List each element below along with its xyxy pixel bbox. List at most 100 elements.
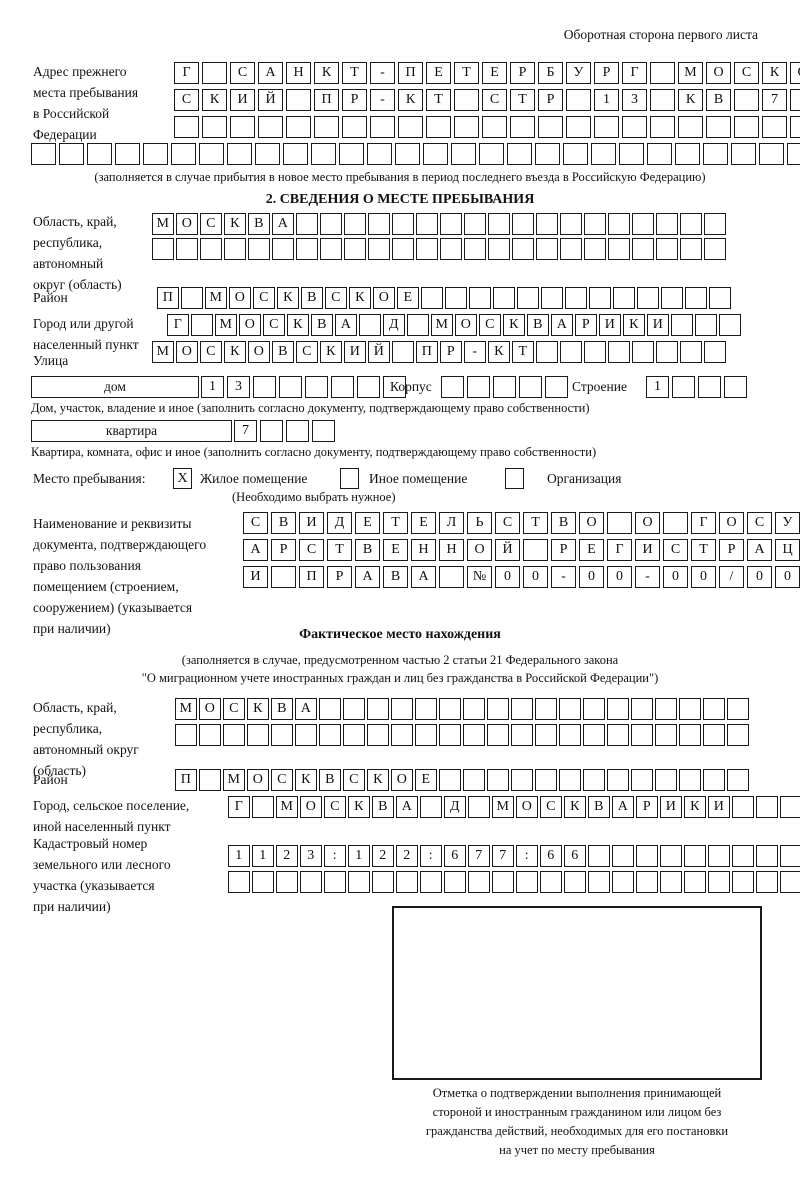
cell[interactable] xyxy=(395,143,420,165)
cell[interactable]: Р xyxy=(575,314,597,336)
cell[interactable]: А xyxy=(411,566,436,588)
cell[interactable] xyxy=(367,143,392,165)
cell[interactable] xyxy=(517,287,539,309)
cell[interactable] xyxy=(732,796,754,818)
cell[interactable]: К xyxy=(349,287,371,309)
cell[interactable]: 3 xyxy=(300,845,322,867)
cell[interactable] xyxy=(493,376,516,398)
cell[interactable] xyxy=(679,724,701,746)
cell[interactable]: К xyxy=(684,796,706,818)
cell[interactable] xyxy=(684,871,706,893)
cell[interactable] xyxy=(492,871,514,893)
cell[interactable] xyxy=(680,213,702,235)
cell[interactable] xyxy=(679,769,701,791)
cell[interactable] xyxy=(286,116,311,138)
cell[interactable] xyxy=(247,724,269,746)
cell[interactable] xyxy=(608,213,630,235)
cell[interactable]: Т xyxy=(383,512,408,534)
cell[interactable] xyxy=(762,116,787,138)
cell[interactable]: 2 xyxy=(396,845,418,867)
cell[interactable] xyxy=(511,698,533,720)
cell[interactable]: Р xyxy=(440,341,462,363)
cell[interactable] xyxy=(583,769,605,791)
cell[interactable] xyxy=(790,116,800,138)
cell[interactable]: Д xyxy=(327,512,352,534)
cell[interactable]: К xyxy=(314,62,339,84)
cell[interactable] xyxy=(704,238,726,260)
korpus-cells[interactable] xyxy=(441,376,568,398)
cell[interactable] xyxy=(439,769,461,791)
cell[interactable]: Р xyxy=(271,539,296,561)
cell[interactable]: № xyxy=(467,566,492,588)
cell[interactable] xyxy=(464,213,486,235)
cell[interactable] xyxy=(468,796,490,818)
cell[interactable]: М xyxy=(492,796,514,818)
cell[interactable] xyxy=(727,698,749,720)
cell[interactable] xyxy=(392,213,414,235)
cell[interactable]: С xyxy=(479,314,501,336)
cell[interactable] xyxy=(671,314,693,336)
cell[interactable]: В xyxy=(372,796,394,818)
cell[interactable] xyxy=(680,341,702,363)
cell[interactable]: М xyxy=(223,769,245,791)
cell[interactable]: В xyxy=(383,566,408,588)
cell[interactable]: 3 xyxy=(622,89,647,111)
cell[interactable] xyxy=(343,724,365,746)
cell[interactable] xyxy=(202,62,227,84)
cell[interactable] xyxy=(339,143,364,165)
cell[interactable] xyxy=(444,871,466,893)
cell[interactable] xyxy=(252,871,274,893)
cell[interactable] xyxy=(661,287,683,309)
cell[interactable] xyxy=(258,116,283,138)
cell[interactable] xyxy=(685,287,707,309)
cell[interactable] xyxy=(391,698,413,720)
cell[interactable] xyxy=(631,724,653,746)
cell[interactable] xyxy=(199,769,221,791)
cell[interactable] xyxy=(439,698,461,720)
stroenie-cells[interactable]: 1 xyxy=(646,376,747,398)
cell[interactable]: Г xyxy=(691,512,716,534)
cell[interactable] xyxy=(463,724,485,746)
cell[interactable]: К xyxy=(320,341,342,363)
cell[interactable]: 1 xyxy=(594,89,619,111)
cell[interactable] xyxy=(415,698,437,720)
cell[interactable] xyxy=(487,769,509,791)
cell[interactable]: - xyxy=(370,89,395,111)
cell[interactable]: Ц xyxy=(775,539,800,561)
cell[interactable] xyxy=(451,143,476,165)
cell[interactable] xyxy=(584,341,606,363)
cell[interactable]: В xyxy=(706,89,731,111)
cell[interactable]: - xyxy=(464,341,486,363)
cell[interactable]: 1 xyxy=(228,845,250,867)
cell[interactable] xyxy=(415,724,437,746)
cell[interactable] xyxy=(631,698,653,720)
cell[interactable] xyxy=(392,341,414,363)
prev-address-row-4[interactable] xyxy=(31,143,800,165)
cell[interactable] xyxy=(655,724,677,746)
cell[interactable] xyxy=(519,376,542,398)
cell[interactable] xyxy=(174,116,199,138)
cell[interactable]: 6 xyxy=(564,845,586,867)
cell[interactable] xyxy=(271,724,293,746)
cell[interactable]: В xyxy=(319,769,341,791)
cell[interactable] xyxy=(488,213,510,235)
cell[interactable]: Г xyxy=(622,62,647,84)
cell[interactable]: - xyxy=(635,566,660,588)
cell[interactable]: : xyxy=(420,845,442,867)
cell[interactable] xyxy=(632,238,654,260)
cell[interactable]: И xyxy=(599,314,621,336)
cell[interactable] xyxy=(482,116,507,138)
cell[interactable] xyxy=(608,341,630,363)
cell[interactable]: С xyxy=(200,213,222,235)
cell[interactable]: К xyxy=(488,341,510,363)
cell[interactable]: О xyxy=(706,62,731,84)
cell[interactable] xyxy=(756,796,778,818)
cell[interactable] xyxy=(383,376,406,398)
cell[interactable]: С xyxy=(495,512,520,534)
cell[interactable]: 0 xyxy=(607,566,632,588)
cell[interactable] xyxy=(732,871,754,893)
cell[interactable] xyxy=(656,341,678,363)
cell[interactable] xyxy=(732,845,754,867)
